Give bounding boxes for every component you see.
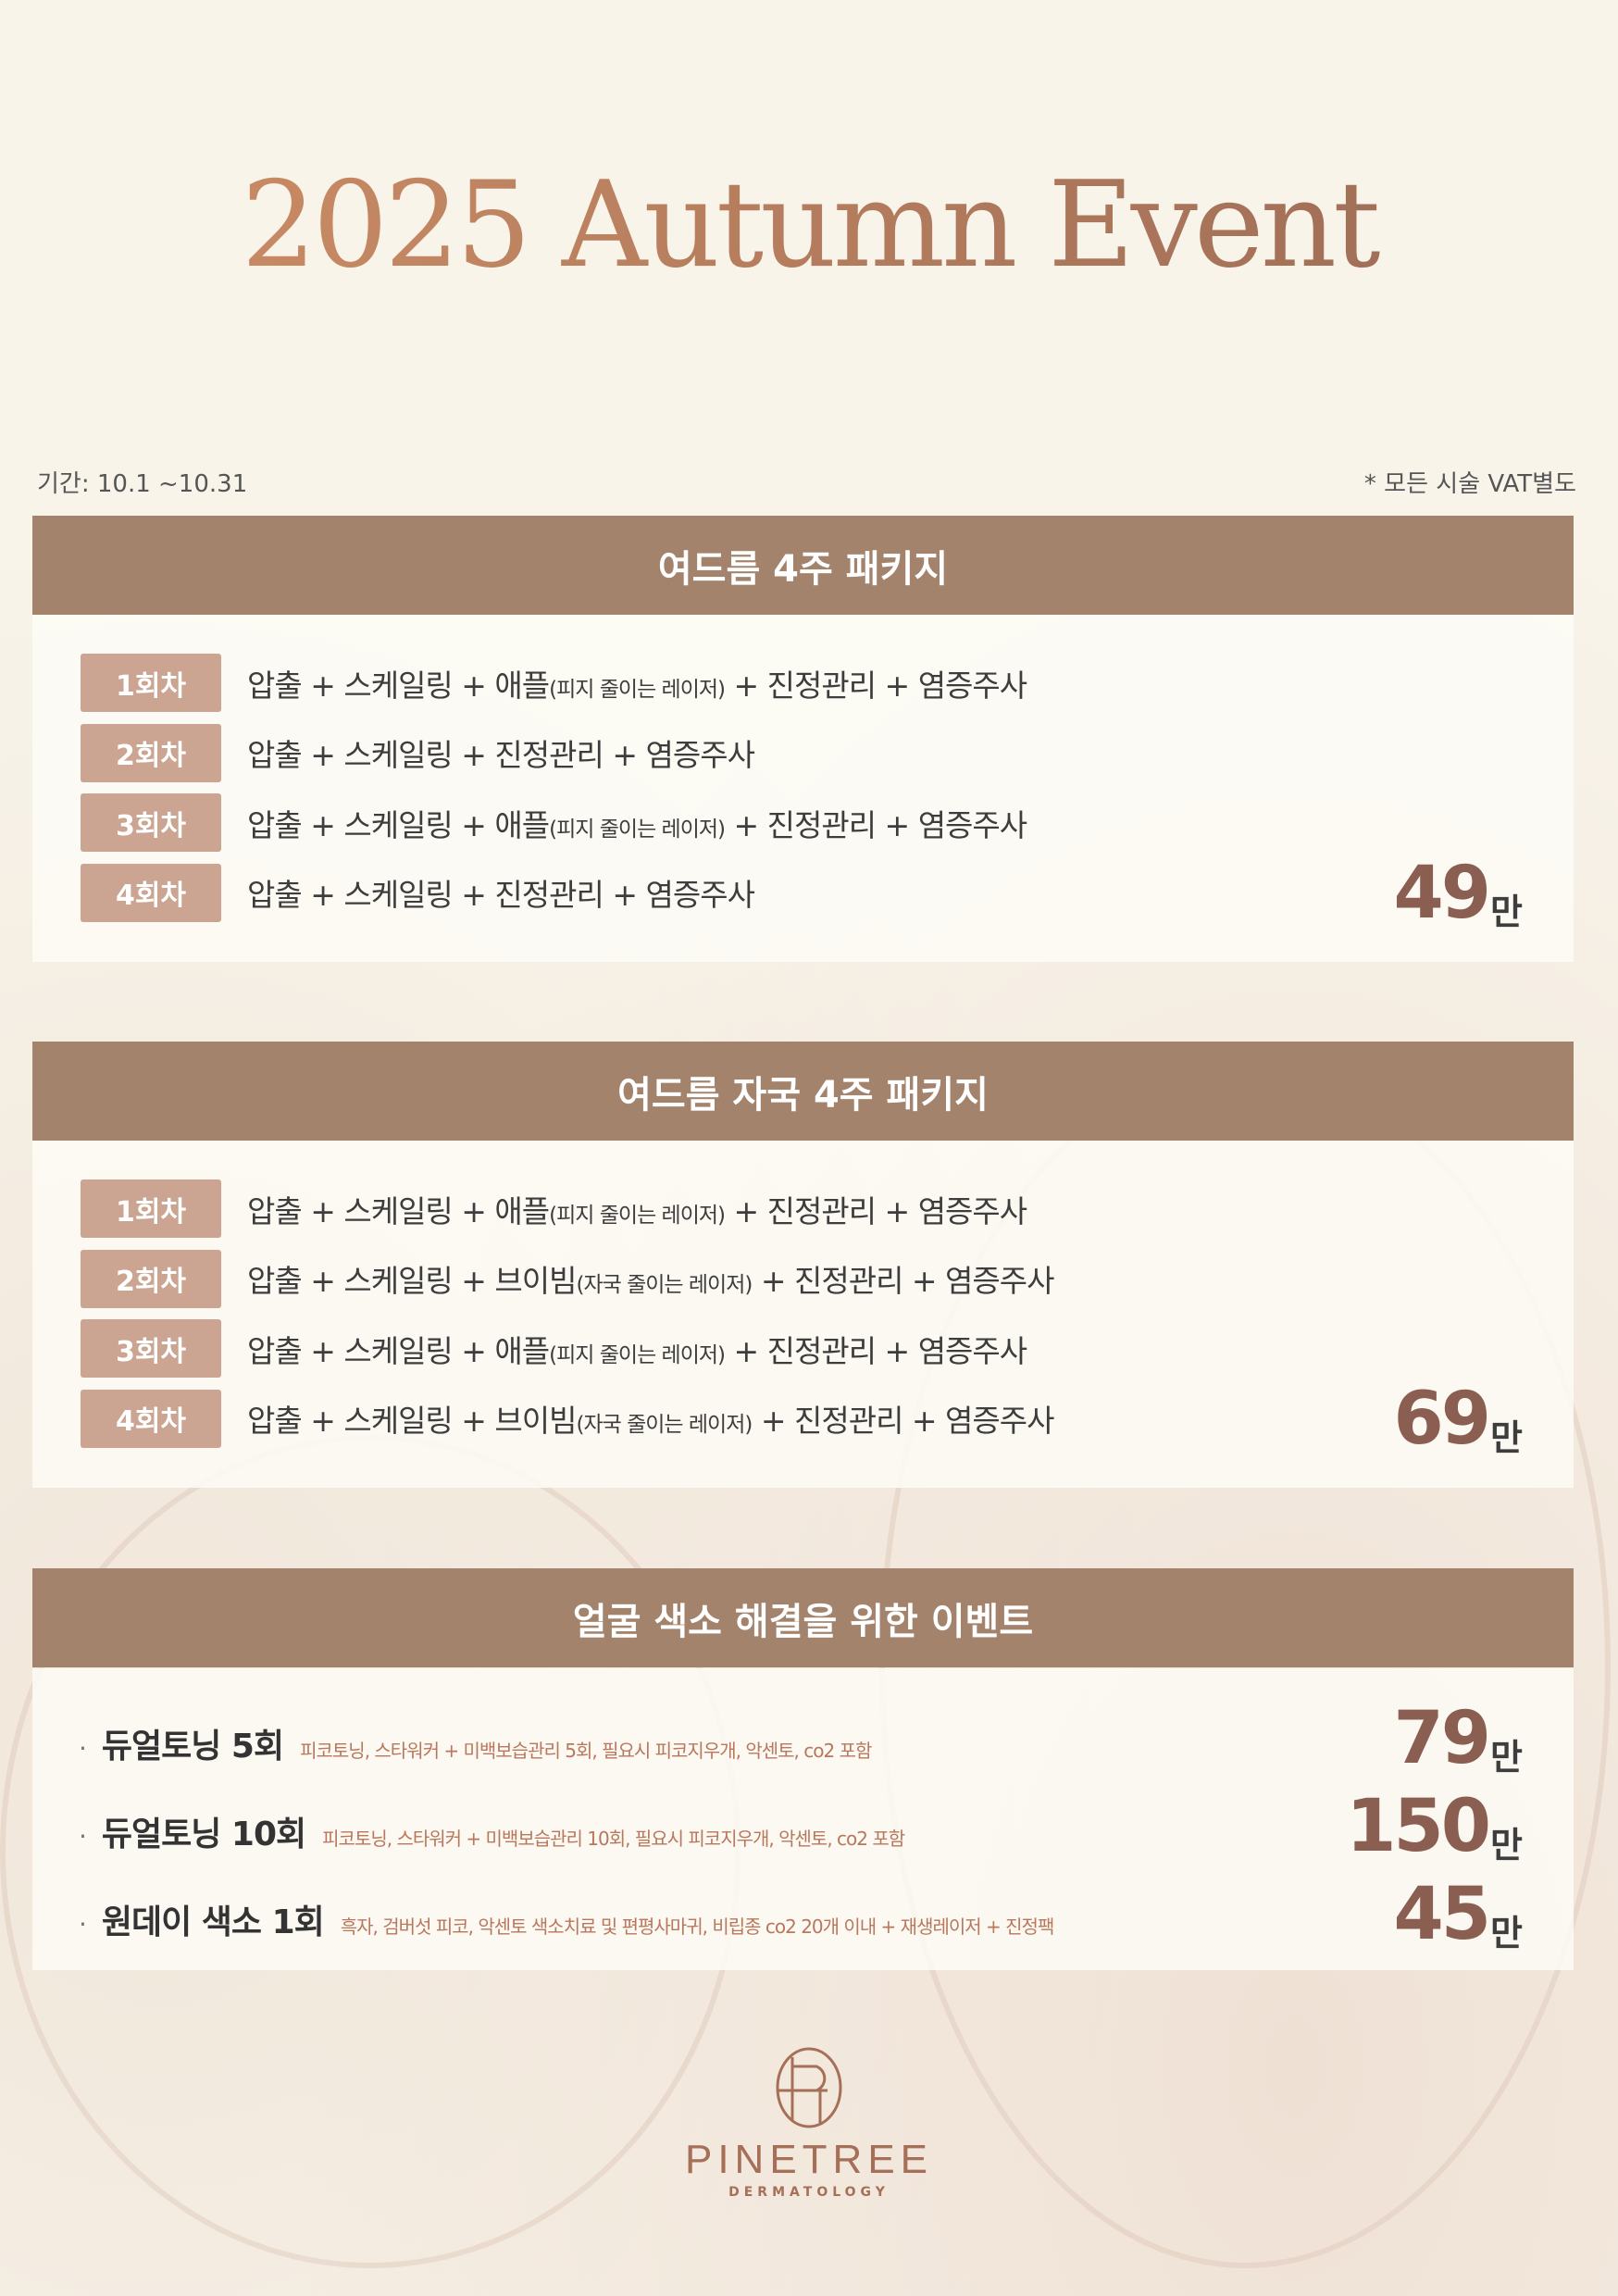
session-row: 2회차 압출 + 스케일링 + 진정관리 + 염증주사	[81, 723, 755, 782]
session-main: 압출 + 스케일링 + 애플	[247, 1192, 550, 1229]
package-price: 69 만	[1393, 1383, 1523, 1455]
price-unit: 만	[1490, 1825, 1523, 1866]
session-note: (자국 줄이는 레이저)	[576, 1273, 753, 1297]
bullet: ·	[79, 1733, 87, 1764]
session-text: 압출 + 스케일링 + 애플(피지 줄이는 레이저) + 진정관리 + 염증주사	[247, 661, 1027, 705]
price-unit: 만	[1490, 1737, 1523, 1778]
pigment-item: · 듀얼토닝 10회 피코토닝, 스타워커 + 미백보습관리 10회, 필요시 …	[79, 1807, 905, 1855]
session-badge: 4회차	[81, 863, 221, 922]
session-row: 4회차 압출 + 스케일링 + 진정관리 + 염증주사	[81, 863, 755, 922]
package-panel: 1회차 압출 + 스케일링 + 애플(피지 줄이는 레이저) + 진정관리 + …	[32, 615, 1574, 962]
package-price: 49 만	[1393, 857, 1523, 930]
item-desc: 피코토닝, 스타워커 + 미백보습관리 10회, 필요시 피코지우개, 악센토,…	[322, 1828, 905, 1850]
session-row: 1회차 압출 + 스케일링 + 애플(피지 줄이는 레이저) + 진정관리 + …	[81, 1179, 1027, 1238]
price-value: 150	[1346, 1785, 1491, 1868]
session-main: 압출 + 스케일링 + 애플	[247, 1332, 550, 1369]
bullet: ·	[79, 1909, 87, 1940]
session-note: (피지 줄이는 레이저)	[549, 677, 726, 702]
item-price: 45 만	[1393, 1878, 1523, 1951]
session-text: 압출 + 스케일링 + 애플(피지 줄이는 레이저) + 진정관리 + 염증주사	[247, 1187, 1027, 1231]
session-main: 압출 + 스케일링 + 애플	[247, 806, 550, 843]
session-note: (피지 줄이는 레이저)	[549, 817, 726, 842]
session-text: 압출 + 스케일링 + 애플(피지 줄이는 레이저) + 진정관리 + 염증주사	[247, 801, 1027, 845]
item-name: 듀얼토닝 5회	[101, 1728, 284, 1766]
session-note: (피지 줄이는 레이저)	[549, 1203, 726, 1228]
price-value: 49	[1393, 852, 1491, 935]
item-price: 79 만	[1393, 1703, 1523, 1775]
price-value: 79	[1393, 1697, 1491, 1780]
session-text: 압출 + 스케일링 + 브이빔(자국 줄이는 레이저) + 진정관리 + 염증주…	[247, 1396, 1055, 1441]
session-text: 압출 + 스케일링 + 진정관리 + 염증주사	[247, 870, 755, 915]
session-rest: + 진정관리 + 염증주사	[752, 1403, 1055, 1439]
session-note: (피지 줄이는 레이저)	[549, 1342, 726, 1367]
session-badge: 2회차	[81, 723, 221, 782]
price-unit: 만	[1490, 892, 1523, 932]
session-badge: 4회차	[81, 1389, 221, 1448]
package-header: 여드름 자국 4주 패키지	[32, 1042, 1574, 1141]
pigment-header: 얼굴 색소 해결을 위한 이벤트	[32, 1568, 1574, 1667]
item-price: 150 만	[1346, 1791, 1523, 1863]
session-row: 3회차 압출 + 스케일링 + 애플(피지 줄이는 레이저) + 진정관리 + …	[81, 1319, 1027, 1378]
session-rest: + 진정관리 + 염증주사	[725, 806, 1027, 843]
bullet: ·	[79, 1821, 87, 1852]
event-period: 기간: 10.1 ~10.31	[37, 470, 248, 498]
session-main: 압출 + 스케일링 + 애플	[247, 667, 550, 704]
session-rest: + 진정관리 + 염증주사	[752, 1263, 1055, 1299]
pigment-item: · 듀얼토닝 5회 피코토닝, 스타워커 + 미백보습관리 5회, 필요시 피코…	[79, 1719, 872, 1767]
vat-note: * 모든 시술 VAT별도	[1363, 470, 1576, 498]
session-badge: 3회차	[81, 793, 221, 852]
session-main: 압출 + 스케일링 + 브이빔	[247, 1263, 577, 1299]
session-note: (자국 줄이는 레이저)	[576, 1413, 753, 1437]
session-row: 1회차 압출 + 스케일링 + 애플(피지 줄이는 레이저) + 진정관리 + …	[81, 654, 1027, 712]
session-main: 압출 + 스케일링 + 진정관리 + 염증주사	[247, 877, 755, 913]
session-row: 4회차 압출 + 스케일링 + 브이빔(자국 줄이는 레이저) + 진정관리 +…	[81, 1389, 1055, 1448]
item-name: 듀얼토닝 10회	[101, 1816, 306, 1853]
session-badge: 1회차	[81, 1179, 221, 1238]
session-badge: 2회차	[81, 1249, 221, 1308]
package-header: 여드름 4주 패키지	[32, 516, 1574, 615]
session-text: 압출 + 스케일링 + 진정관리 + 염증주사	[247, 730, 755, 775]
pigment-item: · 원데이 색소 1회 흑자, 검버섯 피코, 악센토 색소치료 및 편평사마귀…	[79, 1895, 1055, 1943]
session-main: 압출 + 스케일링 + 진정관리 + 염증주사	[247, 737, 755, 773]
pinetree-emblem-icon	[776, 2047, 842, 2128]
price-unit: 만	[1490, 1913, 1523, 1953]
session-rest: + 진정관리 + 염증주사	[725, 1192, 1027, 1229]
item-desc: 흑자, 검버섯 피코, 악센토 색소치료 및 편평사마귀, 비립종 co2 20…	[340, 1915, 1055, 1938]
session-rest: + 진정관리 + 염증주사	[725, 1332, 1027, 1369]
session-badge: 3회차	[81, 1319, 221, 1378]
session-text: 압출 + 스케일링 + 브이빔(자국 줄이는 레이저) + 진정관리 + 염증주…	[247, 1256, 1055, 1301]
item-desc: 피코토닝, 스타워커 + 미백보습관리 5회, 필요시 피코지우개, 악센토, …	[300, 1740, 872, 1762]
price-unit: 만	[1490, 1417, 1523, 1458]
pigment-panel: · 듀얼토닝 5회 피코토닝, 스타워커 + 미백보습관리 5회, 필요시 피코…	[32, 1668, 1574, 1970]
logo-name: PINETREE	[684, 2137, 934, 2182]
session-text: 압출 + 스케일링 + 애플(피지 줄이는 레이저) + 진정관리 + 염증주사	[247, 1327, 1027, 1371]
session-row: 2회차 압출 + 스케일링 + 브이빔(자국 줄이는 레이저) + 진정관리 +…	[81, 1249, 1055, 1308]
session-main: 압출 + 스케일링 + 브이빔	[247, 1403, 577, 1439]
page-title: 2025 Autumn Event	[0, 167, 1618, 285]
logo: PINETREE DERMATOLOGY	[0, 2046, 1618, 2200]
session-badge: 1회차	[81, 654, 221, 712]
logo-sub: DERMATOLOGY	[728, 2185, 890, 2200]
price-value: 69	[1393, 1378, 1491, 1461]
session-rest: + 진정관리 + 염증주사	[725, 667, 1027, 704]
item-name: 원데이 색소 1회	[101, 1903, 325, 1941]
session-row: 3회차 압출 + 스케일링 + 애플(피지 줄이는 레이저) + 진정관리 + …	[81, 793, 1027, 852]
package-panel: 1회차 압출 + 스케일링 + 애플(피지 줄이는 레이저) + 진정관리 + …	[32, 1141, 1574, 1488]
price-value: 45	[1393, 1873, 1491, 1956]
